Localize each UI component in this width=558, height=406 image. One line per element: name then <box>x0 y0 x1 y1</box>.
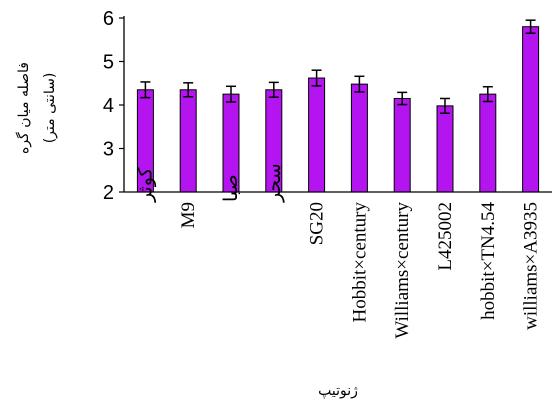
x-axis-title: ژنوتیپ <box>318 383 358 399</box>
error-bar <box>226 85 236 103</box>
bars <box>136 26 540 193</box>
axes <box>123 16 552 193</box>
bar <box>522 26 540 193</box>
x-category-label: Hobbit×century <box>349 202 370 323</box>
x-category-label: سحر <box>264 163 285 203</box>
y-tick-label: 6 <box>103 8 114 30</box>
bar <box>479 93 497 193</box>
x-category-label: Williams×century <box>392 202 413 339</box>
y-tick-label: 5 <box>103 52 114 74</box>
error-bar <box>354 75 365 93</box>
error-bar <box>482 85 493 103</box>
y-axis-title: فاصله میان گره (سانتی متر) <box>15 62 58 154</box>
error-bar <box>183 82 194 98</box>
error-bar <box>440 97 450 115</box>
y-axis-title-line: فاصله میان گره <box>15 62 32 154</box>
y-tick-label: 2 <box>103 182 114 204</box>
x-category-label: صبا <box>221 174 242 202</box>
x-category-label: کوثر <box>135 166 156 203</box>
error-bar <box>525 19 536 34</box>
y-axis-title-line: (سانتی متر) <box>42 73 58 144</box>
bar <box>436 105 454 193</box>
y-tick-label: 3 <box>103 139 114 161</box>
error-bar <box>268 81 279 98</box>
error-bars <box>140 19 536 115</box>
error-bar <box>140 81 151 99</box>
bar <box>179 89 197 193</box>
x-category-label: SG20 <box>307 202 328 245</box>
bar <box>393 97 411 193</box>
y-tick-label: 4 <box>103 95 114 117</box>
bar <box>308 77 326 193</box>
x-category-label: L425002 <box>435 202 456 271</box>
x-category-label: hobbit×TN4.54 <box>478 202 499 320</box>
error-bar <box>397 91 408 106</box>
x-category-label: M9 <box>178 202 199 228</box>
error-bar <box>311 69 322 87</box>
bar <box>350 83 368 193</box>
x-category-label: williams×A3935 <box>521 202 542 330</box>
x-axis-category-labels: کوثر M9 صبا سحر SG20 Hobbit×century Williams×c… <box>135 163 541 338</box>
y-axis-ticks: 2 3 4 5 6 <box>103 8 124 204</box>
